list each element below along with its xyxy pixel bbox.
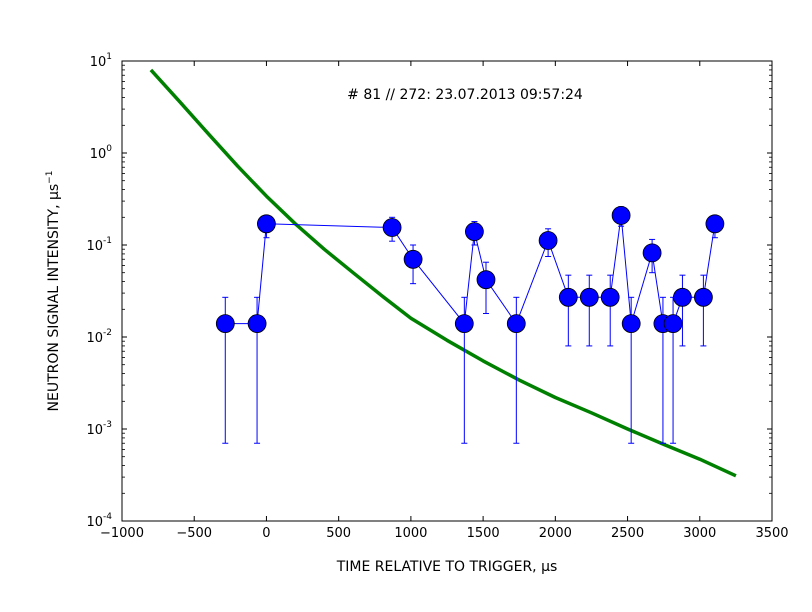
y-tick-label-exponent: -4 — [103, 512, 112, 522]
data-point — [506, 314, 526, 334]
y-tick-label-exponent: 0 — [106, 144, 112, 154]
chart-annotation: # 81 // 272: 23.07.2013 09:57:24 — [347, 87, 583, 103]
data-point — [600, 287, 620, 307]
y-tick-label-base: 10 — [86, 515, 103, 530]
x-tick-label: 3000 — [683, 526, 716, 541]
data-point — [215, 314, 235, 334]
y-tick-label-base: 10 — [86, 423, 103, 438]
y-tick-label-base: 10 — [86, 331, 103, 346]
data-point — [476, 270, 496, 290]
data-point — [256, 214, 276, 234]
green-curve-line — [149, 68, 737, 478]
y-tick-label-exponent: 1 — [106, 52, 112, 62]
y-tick-label-base: 10 — [90, 147, 107, 162]
x-tick-label: 3500 — [755, 526, 788, 541]
x-tick-label: −1000 — [100, 526, 144, 541]
plot-frame — [121, 60, 773, 522]
y-tick-label: 10-1 — [86, 236, 112, 254]
data-point — [621, 314, 641, 334]
data-markers — [215, 205, 725, 334]
data-point — [538, 231, 558, 250]
data-point — [464, 222, 484, 242]
data-point — [247, 314, 267, 334]
y-tick-label-base: 10 — [86, 239, 103, 254]
y-tick-label-base: 10 — [90, 55, 107, 70]
data-point — [705, 214, 725, 234]
x-axis-label: TIME RELATIVE TO TRIGGER, μs — [336, 559, 558, 575]
y-axis-label-exponent: −1 — [45, 171, 55, 184]
x-tick-label: 0 — [262, 526, 270, 541]
y-axis-label-group: NEUTRON SIGNAL INTENSITY, μs−1 — [45, 171, 62, 412]
y-tick-label: 101 — [90, 52, 112, 70]
y-tick-label: 10-4 — [86, 512, 112, 530]
data-point — [454, 314, 474, 334]
data-point — [382, 218, 402, 237]
y-axis-label: NEUTRON SIGNAL INTENSITY, μs−1 — [45, 171, 62, 412]
data-point — [694, 287, 713, 307]
y-tick-label-exponent: -2 — [103, 328, 112, 338]
x-tick-label: 500 — [326, 526, 351, 541]
y-tick-label: 100 — [90, 144, 113, 162]
x-tick-label: 2500 — [611, 526, 644, 541]
x-tick-labels: −1000 −500 0 500 1000 1500 2000 2500 3000 3500 — [100, 526, 789, 541]
y-tick-label: 10-2 — [86, 328, 112, 346]
green-model-curve — [149, 68, 737, 478]
x-tick-label: −500 — [176, 526, 212, 541]
data-point — [579, 287, 599, 307]
data-point — [642, 243, 662, 263]
data-point — [673, 287, 692, 307]
x-tick-label: 1000 — [394, 526, 427, 541]
x-tick-label: 1500 — [467, 526, 500, 541]
x-tick-label: 2000 — [539, 526, 572, 541]
data-point — [403, 249, 423, 269]
data-point — [663, 314, 683, 334]
y-axis-label-text: NEUTRON SIGNAL INTENSITY, μs — [46, 184, 62, 412]
y-tick-label-exponent: -1 — [103, 236, 112, 246]
data-point — [558, 287, 578, 307]
y-tick-label-exponent: -3 — [103, 420, 112, 430]
data-point — [611, 205, 631, 225]
y-tick-label: 10-3 — [86, 420, 112, 438]
plot-area — [122, 61, 772, 521]
